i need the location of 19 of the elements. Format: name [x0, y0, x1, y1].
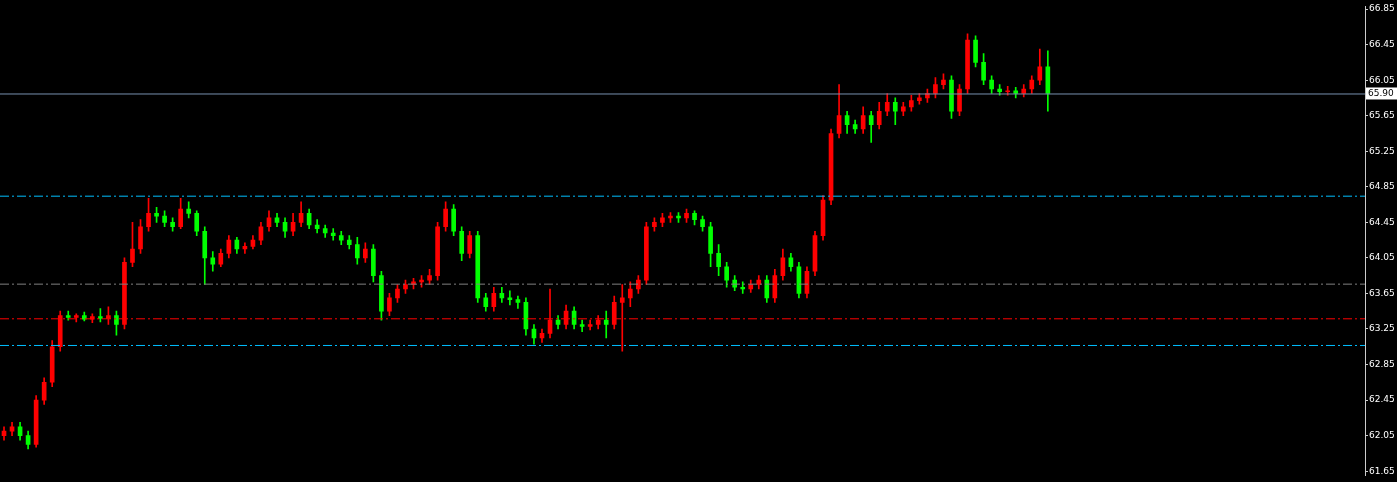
y-tick-label: 66.85: [1369, 3, 1395, 14]
y-tick-label: 64.85: [1369, 181, 1395, 192]
y-tick-label: 65.25: [1369, 145, 1395, 156]
y-tick-label: 64.45: [1369, 216, 1395, 227]
candlestick: [330, 228, 336, 241]
y-tick-label: 61.65: [1369, 465, 1395, 476]
y-tick-label: 62.85: [1369, 358, 1395, 369]
y-tick-label: 62.45: [1369, 394, 1395, 405]
y-tick-label: 62.05: [1369, 429, 1395, 440]
y-tick-label: 65.65: [1369, 110, 1395, 121]
y-tick-label: 63.25: [1369, 323, 1395, 334]
y-tick-label: 64.05: [1369, 252, 1395, 263]
candlestick: [579, 319, 585, 332]
y-tick-label: 63.65: [1369, 287, 1395, 298]
y-tick-label: 66.45: [1369, 38, 1395, 49]
candlestick: [603, 310, 609, 339]
y-tick-label: 66.05: [1369, 74, 1395, 85]
ref-line-label: 65.90: [1368, 87, 1395, 98]
candlestick: [740, 281, 746, 294]
